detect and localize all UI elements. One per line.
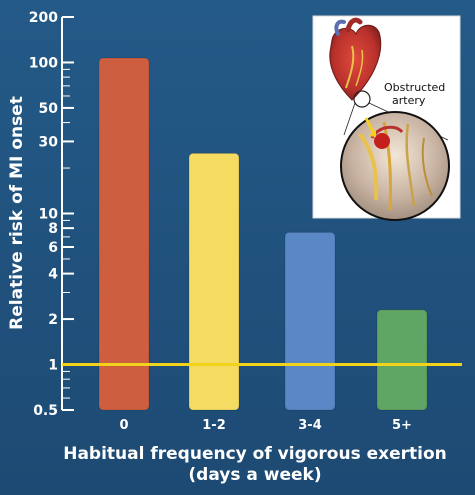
y-tick-label: 50 bbox=[39, 101, 59, 117]
y-tick-label: 1 bbox=[48, 358, 58, 374]
category-label: 0 bbox=[119, 418, 128, 433]
x-axis-title-line2: (days a week) bbox=[188, 465, 321, 485]
category-label: 1-2 bbox=[202, 418, 226, 433]
x-axis-title: Habitual frequency of vigorous exertion bbox=[63, 444, 447, 464]
labels-layer: 0 1-2 3-4 5+ bbox=[119, 418, 412, 433]
category-label: 3-4 bbox=[298, 418, 322, 433]
zoom-circle bbox=[340, 111, 450, 221]
y-tick-label: 10 bbox=[39, 207, 59, 223]
category-label: 5+ bbox=[392, 418, 412, 433]
axis-layer: 0.5 1 2 4 6 810 30 50 100 200 bbox=[29, 10, 74, 419]
inset-label-line1: Obstructed bbox=[384, 81, 445, 94]
obstruction-marker bbox=[374, 133, 390, 149]
bar-1-2 bbox=[188, 152, 240, 411]
bars-layer bbox=[98, 57, 428, 411]
y-tick-label: 200 bbox=[29, 10, 58, 26]
inset-label-line2: artery bbox=[392, 94, 426, 107]
y-tick-label: 8 bbox=[48, 221, 58, 237]
y-tick-label: 30 bbox=[39, 134, 59, 150]
callout-arrow bbox=[364, 117, 376, 135]
y-tick-label: 0.5 bbox=[33, 403, 58, 419]
y-tick-label: 2 bbox=[48, 312, 58, 328]
y-tick-label: 4 bbox=[48, 267, 58, 283]
y-tick-label: 6 bbox=[48, 240, 58, 256]
heart-inset: Obstructed artery bbox=[312, 15, 461, 221]
bar-3-4 bbox=[284, 231, 336, 411]
zoom-connector-left bbox=[343, 102, 356, 136]
bar-5+ bbox=[376, 309, 428, 411]
y-tick-label: 100 bbox=[29, 55, 58, 71]
y-axis-title: Relative risk of MI onset bbox=[7, 96, 27, 330]
bar-0 bbox=[98, 57, 150, 411]
highlight-circle bbox=[353, 90, 371, 108]
heart-illustration bbox=[329, 17, 382, 101]
